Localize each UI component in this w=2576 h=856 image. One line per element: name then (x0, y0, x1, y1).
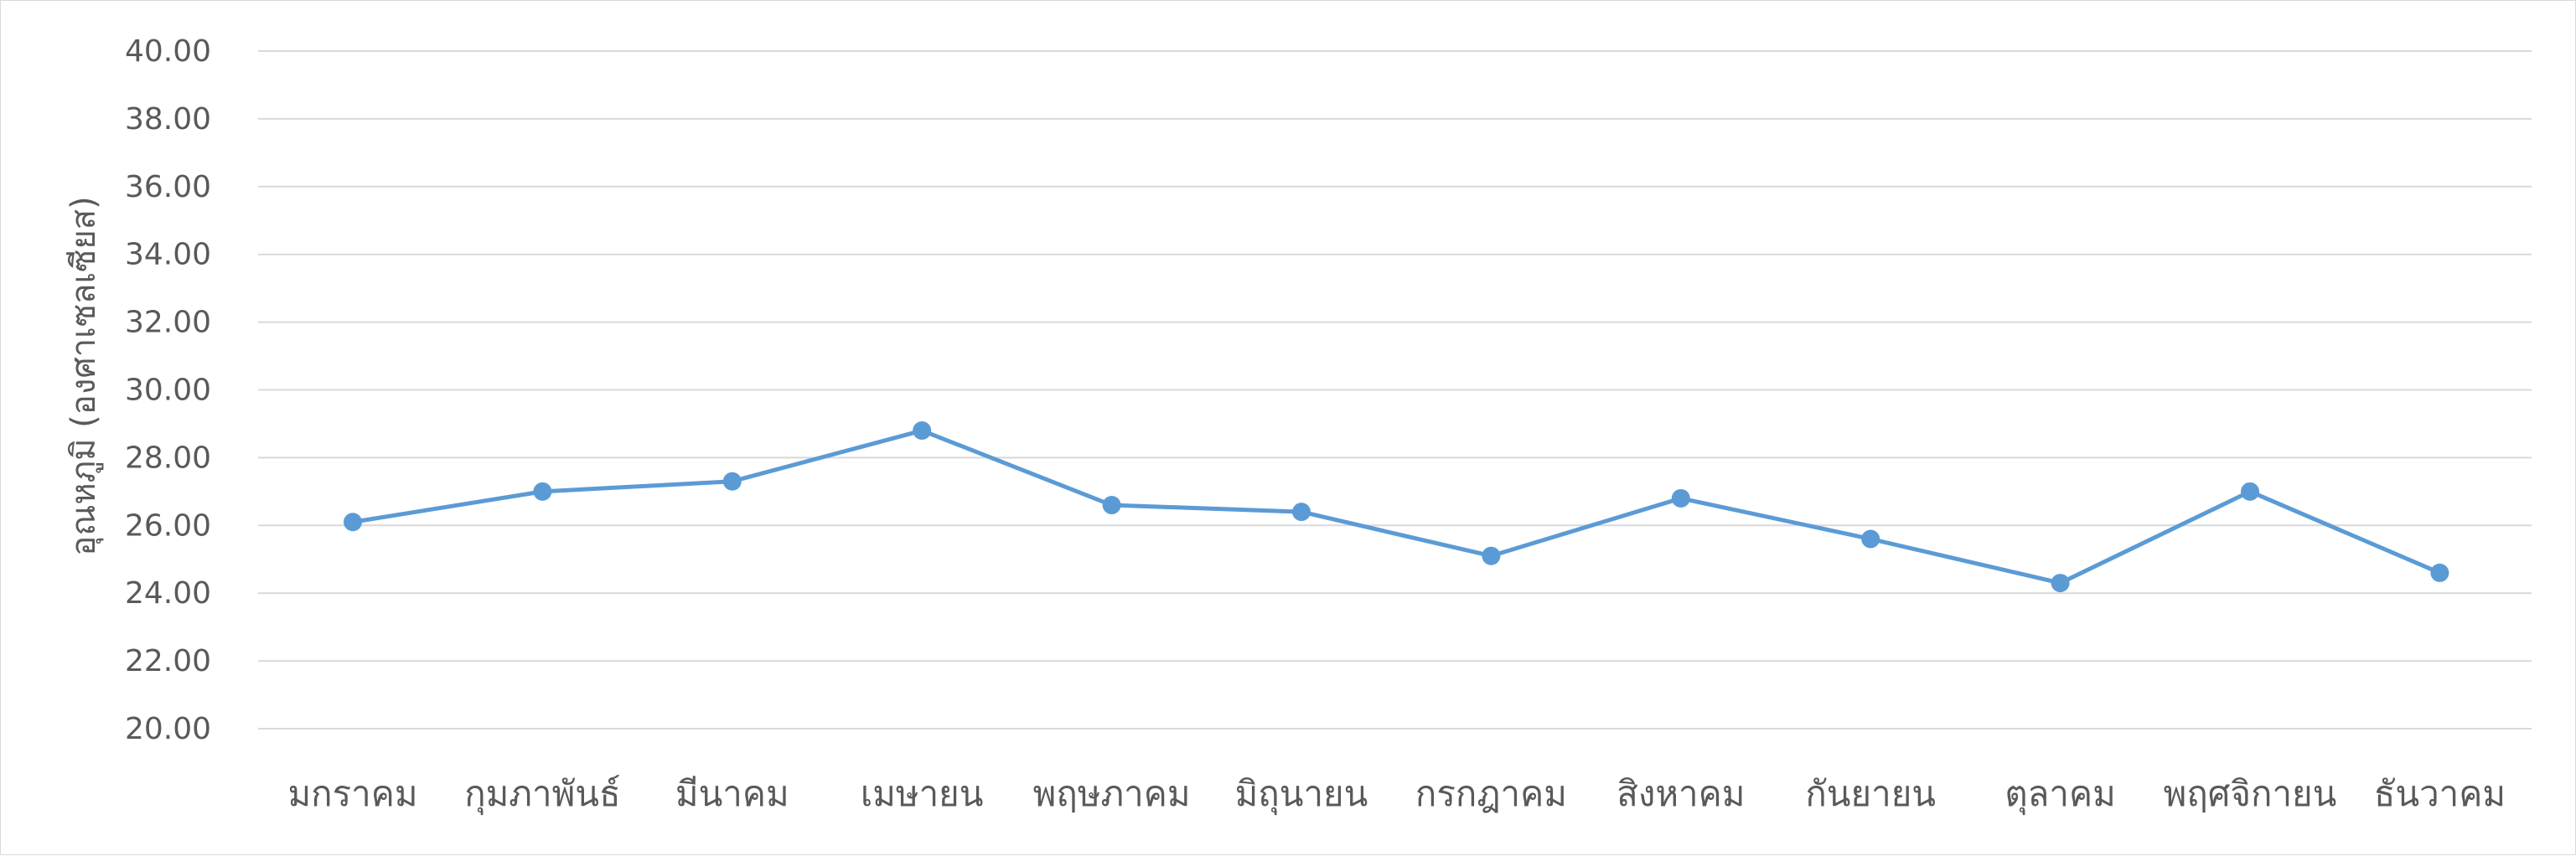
x-tick-label: มกราคม (287, 773, 417, 814)
y-axis-title: อุณหภูมิ (องศาเซลเซียส) (65, 196, 104, 556)
x-tick-label: กุมภาพันธ์ (464, 773, 620, 816)
data-point (1102, 496, 1121, 515)
data-point (533, 482, 552, 501)
data-point (2241, 482, 2259, 501)
x-tick-label: มิถุนายน (1235, 773, 1368, 816)
y-tick-label: 32.00 (125, 306, 211, 340)
data-point (1292, 503, 1311, 522)
data-point (1482, 546, 1501, 565)
data-point (722, 472, 742, 491)
y-tick-label: 28.00 (125, 441, 211, 475)
x-axis-labels: มกราคม กุมภาพันธ์ มีนาคม เมษายน พฤษภาคม มิถุน… (287, 773, 2506, 816)
x-tick-label: กันยายน (1805, 773, 1936, 814)
gridlines (258, 50, 2532, 730)
data-point (1671, 488, 1690, 508)
y-tick-label: 20.00 (125, 712, 211, 746)
data-point (2430, 563, 2449, 582)
data-point (2051, 574, 2070, 593)
x-tick-label: พฤษภาคม (1033, 773, 1191, 814)
data-point (1861, 529, 1880, 549)
y-tick-label: 26.00 (125, 508, 211, 543)
y-axis-ticks: 20.00 22.00 24.00 26.00 28.00 30.00 32.00 34.00… (125, 34, 211, 746)
y-tick-label: 30.00 (125, 374, 211, 408)
data-point (344, 513, 362, 532)
x-tick-label: ธันวาคม (2374, 773, 2506, 814)
y-tick-label: 34.00 (125, 238, 211, 272)
x-tick-label: เมษายน (861, 773, 984, 814)
x-tick-label: มีนาคม (675, 773, 789, 814)
x-tick-label: กรกฎาคม (1415, 773, 1567, 814)
series-line (350, 428, 2442, 585)
x-tick-label: สิงหาคม (1616, 773, 1745, 814)
y-tick-label: 22.00 (125, 644, 211, 678)
x-tick-label: พฤศจิกายน (2164, 773, 2337, 814)
data-point (913, 421, 932, 441)
x-tick-label: ตุลาคม (2004, 773, 2115, 816)
y-tick-label: 40.00 (125, 34, 211, 69)
y-tick-label: 38.00 (125, 102, 211, 137)
series-layer (344, 421, 2449, 593)
y-tick-label: 24.00 (125, 576, 211, 611)
y-tick-label: 36.00 (125, 170, 211, 204)
